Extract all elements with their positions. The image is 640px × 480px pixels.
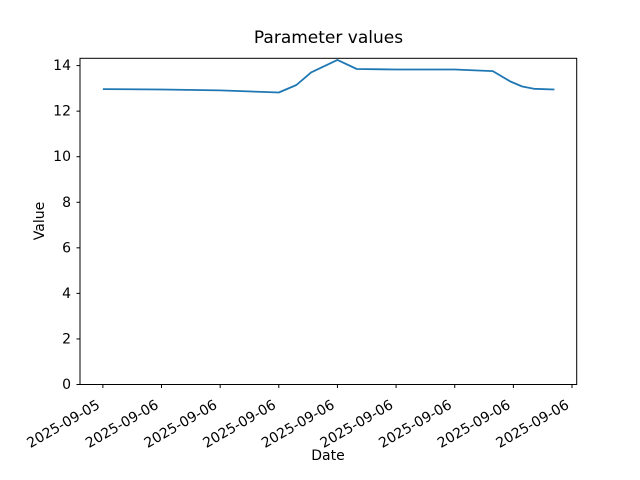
y-tick-label: 12 [53, 104, 71, 120]
y-axis-label: Value [32, 201, 48, 241]
data-line [102, 59, 555, 94]
y-tick-label: 4 [62, 286, 71, 302]
y-tick-label: 14 [53, 58, 71, 74]
x-axis-label: Date [311, 448, 345, 464]
y-tick-label: 10 [53, 149, 71, 165]
y-tick-label: 0 [62, 377, 71, 393]
y-tick-label: 6 [62, 240, 71, 256]
chart-title: Parameter values [253, 28, 404, 48]
axes-border [79, 57, 578, 386]
y-tick-label: 8 [62, 195, 71, 211]
y-tick-label: 2 [62, 331, 71, 347]
